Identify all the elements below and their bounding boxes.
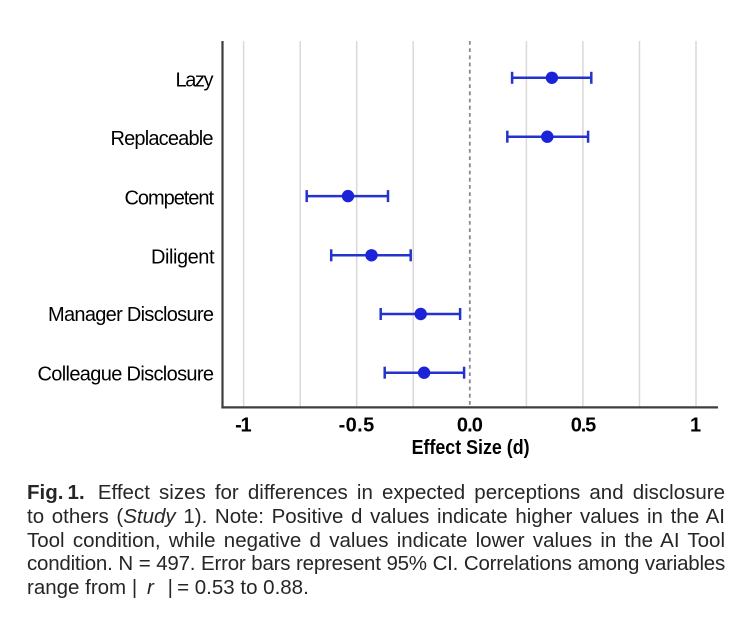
svg-text:Lazy: Lazy — [176, 69, 214, 91]
svg-text:Replaceable: Replaceable — [111, 128, 214, 150]
svg-text:0.0: 0.0 — [457, 414, 483, 436]
svg-text:0.5: 0.5 — [571, 414, 597, 436]
svg-text:Effect Size (d): Effect Size (d) — [412, 437, 530, 459]
svg-text:Diligent: Diligent — [151, 247, 215, 269]
svg-text:-0.5: -0.5 — [339, 414, 375, 436]
svg-text:Manager Disclosure: Manager Disclosure — [48, 304, 214, 326]
svg-text:-1: -1 — [235, 414, 252, 436]
svg-text:Colleague Disclosure: Colleague Disclosure — [38, 364, 215, 386]
svg-text:Competent: Competent — [125, 188, 215, 210]
svg-text:1: 1 — [690, 414, 701, 436]
